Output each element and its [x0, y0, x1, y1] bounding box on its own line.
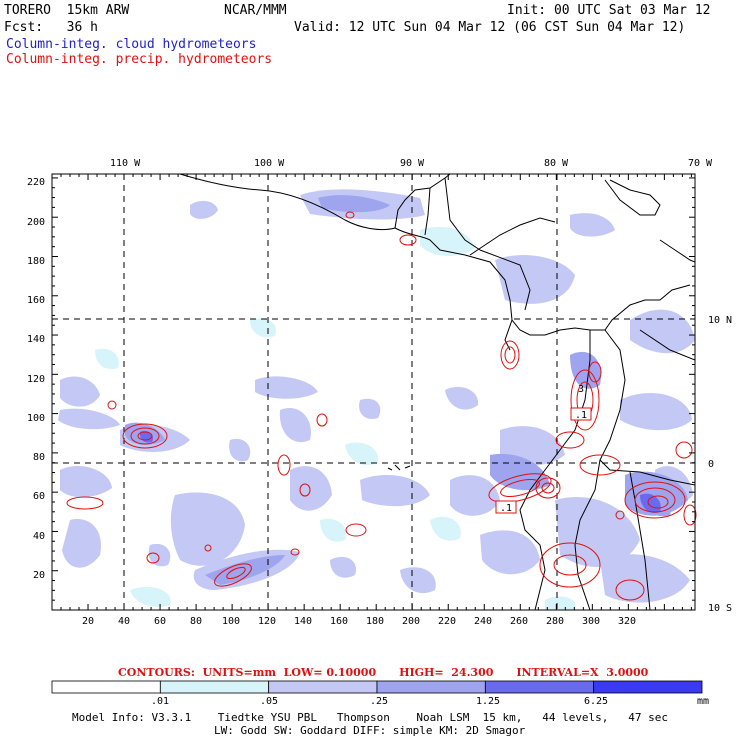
x-tick-label: 60: [154, 616, 166, 627]
y-tick-label: 160: [27, 295, 45, 306]
lon-label: 110 W: [110, 158, 141, 169]
x-tick-label: 240: [474, 616, 492, 627]
x-tick-label: 20: [82, 616, 94, 627]
cloud-shading-layer: [58, 189, 695, 610]
init-time: Init: 00 UTC Sat 03 Mar 12: [507, 3, 711, 18]
y-tick-label: 20: [33, 570, 45, 581]
colorbar-swatch: [593, 680, 703, 694]
axis-ticks: [51, 174, 695, 611]
y-tick-label: 120: [27, 374, 45, 385]
right-lat-labels: 10 N 0 10 S: [708, 315, 732, 614]
x-tick-label: 40: [118, 616, 130, 627]
lon-label: 90 W: [400, 158, 425, 169]
colorbar-label: .25: [370, 696, 389, 707]
top-lon-labels: 110 W 100 W 90 W 80 W 70 W: [110, 158, 713, 169]
y-tick-label: 200: [27, 217, 45, 228]
colorbar-swatch: [51, 680, 161, 694]
y-tick-label: 180: [27, 256, 45, 267]
contour-labels: .1 .1 3: [495, 384, 592, 514]
valid-time: Valid: 12 UTC Sun 04 Mar 12 (06 CST Sun …: [294, 20, 686, 35]
colorbar-label: .01: [151, 696, 170, 707]
colorbar-swatch: [159, 680, 270, 694]
y-tick-label: 60: [33, 491, 45, 502]
precip-contours: [66, 211, 697, 601]
colorbar-label: 1.25: [476, 696, 501, 707]
x-tick-label: 300: [582, 616, 600, 627]
colorbar-swatch: [268, 680, 378, 694]
y-tick-label: 80: [33, 452, 45, 463]
plot-frame: [51, 173, 696, 611]
x-tick-label: 80: [190, 616, 202, 627]
legend-precip-hydrometeors: Column-integ. precip. hydrometeors: [6, 52, 273, 67]
model-title: TORERO 15km ARW: [4, 3, 130, 18]
contour-label: 3: [578, 384, 584, 395]
x-tick-label: 180: [366, 616, 384, 627]
colorbar-swatch: [376, 680, 486, 694]
colorbar-label: .05: [260, 696, 279, 707]
x-tick-label: 220: [438, 616, 456, 627]
lat-label: 10 S: [708, 603, 732, 614]
legend-cloud-hydrometeors: Column-integ. cloud hydrometeors: [6, 37, 257, 52]
y-tick-label: 140: [27, 334, 45, 345]
lon-label: 80 W: [544, 158, 569, 169]
colorbar-label: 6.25: [584, 696, 609, 707]
lon-label: 100 W: [254, 158, 285, 169]
y-tick-label: 40: [33, 531, 45, 542]
x-tick-label: 320: [618, 616, 636, 627]
model-info: Model Info: V3.3.1 Tiedtke YSU PBL Thomp…: [72, 711, 669, 724]
coastline-layer: [179, 174, 695, 610]
x-tick-label: 280: [546, 616, 564, 627]
bottom-x-labels: 20 40 60 80 100 120 140 160 180 200 220 …: [82, 616, 636, 627]
x-tick-label: 100: [222, 616, 240, 627]
lon-label: 70 W: [688, 158, 713, 169]
lat-label: 10 N: [708, 315, 732, 326]
x-tick-label: 260: [510, 616, 528, 627]
x-tick-label: 160: [330, 616, 348, 627]
lat-label: 0: [708, 459, 714, 470]
contours-info: CONTOURS: UNITS=mm LOW= 0.10000 HIGH= 24…: [118, 666, 649, 679]
colorbar-units: mm: [697, 696, 710, 707]
color-scale-bar: [51, 680, 703, 694]
contour-label: .1: [500, 503, 512, 514]
center-name: NCAR/MMM: [224, 3, 287, 18]
graticule-layer: [52, 174, 695, 610]
left-y-labels: 220 200 180 160 140 120 100 80 60 40 20: [27, 177, 45, 581]
forecast-hour: Fcst: 36 h: [4, 20, 98, 35]
y-tick-label: 100: [27, 413, 45, 424]
colorbar-swatch: [484, 680, 595, 694]
contour-label: .1: [575, 410, 587, 421]
model-physics: LW: Godd SW: Goddard DIFF: simple KM: 2D…: [214, 724, 526, 737]
x-tick-label: 140: [294, 616, 312, 627]
x-tick-label: 200: [402, 616, 420, 627]
x-tick-label: 120: [258, 616, 276, 627]
y-tick-label: 220: [27, 177, 45, 188]
